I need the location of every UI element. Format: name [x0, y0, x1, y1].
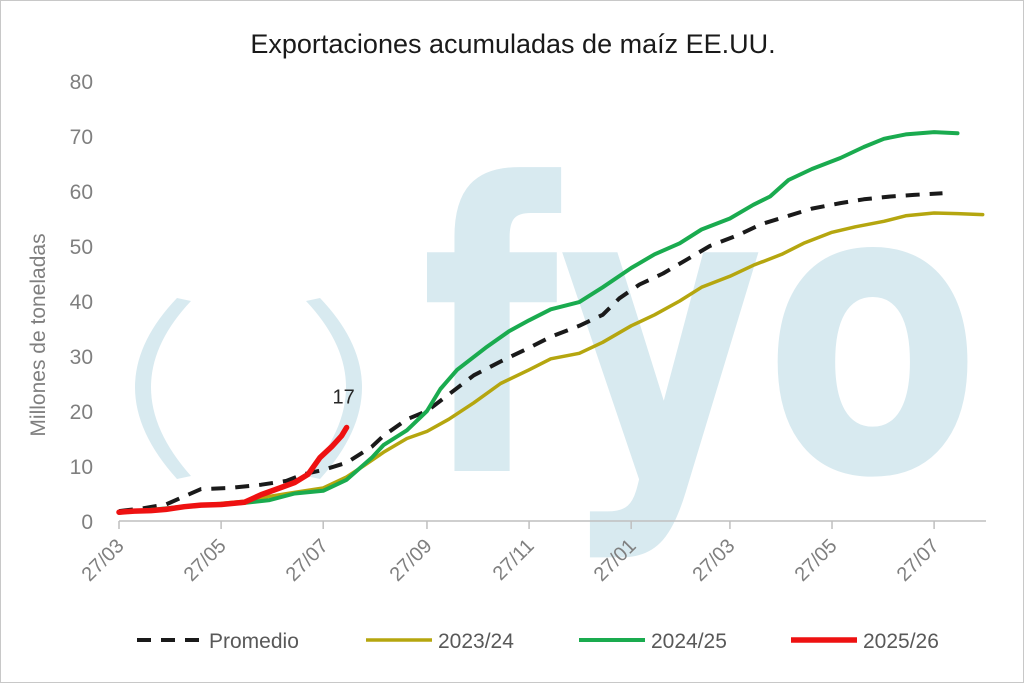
y-tick-label: 60 [70, 181, 93, 204]
legend-label: 2023/24 [438, 630, 514, 653]
x-tick-label: 27/05 [180, 535, 231, 586]
watermark-right-bracket [306, 298, 362, 479]
legend-label: Promedio [209, 630, 299, 653]
legend-label: 2025/26 [863, 630, 939, 653]
y-axis-ticks: 0 10 20 30 40 50 60 70 80 [70, 71, 93, 534]
watermark: fyo [135, 101, 981, 566]
y-tick-label: 10 [70, 456, 93, 479]
watermark-left-bracket [135, 298, 191, 479]
annotation-layer: 17 [333, 387, 355, 409]
y-tick-label: 80 [70, 71, 93, 94]
data-label-annotation: 17 [333, 387, 355, 409]
y-axis-title: Millones de toneladas [27, 233, 50, 436]
series-layer [116, 130, 985, 515]
y-tick-label: 50 [70, 236, 93, 259]
legend-label: 2024/25 [651, 630, 727, 653]
x-tick-label: 27/07 [282, 535, 333, 586]
y-tick-label: 30 [70, 346, 93, 369]
y-tick-label: 40 [70, 291, 93, 314]
chart-title: Exportaciones acumuladas de maíz EE.UU. [250, 29, 775, 59]
y-tick-label: 0 [81, 511, 93, 534]
series-line-promedio [118, 191, 943, 514]
series-line-2024-25 [117, 130, 960, 515]
watermark-logo: fyo [421, 101, 981, 566]
y-tick-label: 70 [70, 126, 93, 149]
series-line-2023-24 [117, 211, 985, 515]
y-tick-label: 20 [70, 401, 93, 424]
x-tick-label: 27/03 [78, 535, 129, 586]
legend: Promedio 2023/24 2024/25 2025/26 [137, 630, 939, 653]
series-line-2025-26 [116, 424, 350, 515]
